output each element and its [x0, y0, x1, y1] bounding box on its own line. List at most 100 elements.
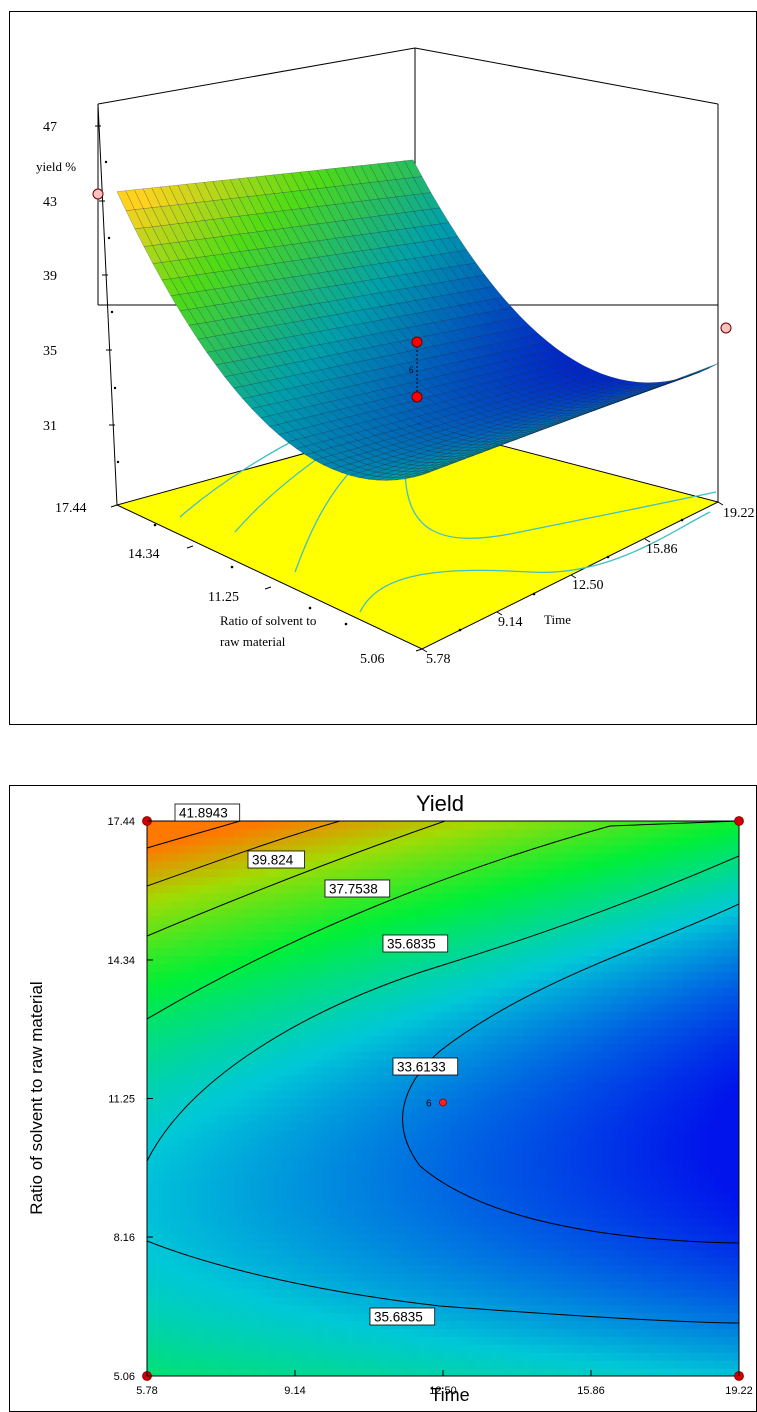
- heatmap-cell: [435, 1304, 444, 1314]
- heatmap-cell: [571, 979, 580, 989]
- heatmap-cell: [299, 1328, 308, 1337]
- heatmap-cell: [267, 1154, 276, 1163]
- heatmap-cell: [491, 852, 500, 862]
- ratio-tick-label: 17.44: [55, 501, 87, 516]
- heatmap-cell: [251, 908, 260, 917]
- heatmap-cell: [147, 1106, 156, 1115]
- heatmap-cell: [315, 1185, 324, 1195]
- heatmap-cell: [355, 1352, 364, 1361]
- heatmap-cell: [171, 1272, 180, 1282]
- heatmap-cell: [539, 892, 548, 901]
- heatmap-cell: [515, 892, 524, 901]
- heatmap-cell: [155, 828, 164, 838]
- heatmap-cell: [427, 1169, 436, 1179]
- heatmap-cell: [475, 955, 484, 965]
- heatmap-cell: [211, 1130, 220, 1139]
- heatmap-cell: [491, 1106, 500, 1115]
- heatmap-cell: [155, 1265, 164, 1274]
- heatmap-cell: [283, 979, 292, 989]
- heatmap-cell: [163, 1249, 172, 1258]
- heatmap-cell: [515, 916, 524, 925]
- heatmap-cell: [307, 821, 316, 830]
- heatmap-cell: [219, 947, 228, 957]
- floor-contour-line: [404, 466, 717, 539]
- heatmap-cell: [491, 1130, 500, 1139]
- heatmap-cell: [499, 908, 508, 917]
- heatmap-cell: [419, 1114, 428, 1123]
- heatmap-cell: [267, 1003, 276, 1012]
- heatmap-cell: [459, 1368, 468, 1376]
- heatmap-cell: [227, 1066, 236, 1076]
- heatmap-cell: [555, 1058, 564, 1068]
- z-tick-label: 47: [43, 120, 57, 135]
- heatmap-cell: [515, 836, 524, 846]
- heatmap-cell: [243, 932, 252, 941]
- heatmap-cell: [547, 1090, 556, 1100]
- heatmap-cell: [363, 1241, 372, 1250]
- heatmap-cell: [211, 1265, 220, 1274]
- heatmap-cell: [403, 821, 412, 830]
- heatmap-cell: [251, 963, 260, 973]
- heatmap-cell: [347, 1368, 356, 1376]
- heatmap-cell: [531, 1043, 540, 1052]
- heatmap-cell: [563, 1154, 572, 1163]
- heatmap-cell: [371, 836, 380, 846]
- heatmap-cell: [163, 900, 172, 909]
- heatmap-cell: [539, 1193, 548, 1203]
- heatmap-cell: [563, 924, 572, 933]
- heatmap-cell: [395, 1185, 404, 1195]
- heatmap-cell: [331, 1098, 340, 1108]
- heatmap-cell: [539, 932, 548, 941]
- heatmap-cell: [507, 908, 516, 917]
- heatmap-cell: [275, 1209, 284, 1219]
- heatmap-cell: [563, 868, 572, 878]
- heatmap-cell: [555, 908, 564, 917]
- heatmap-cell: [155, 1257, 164, 1266]
- heatmap-cell: [179, 1344, 188, 1353]
- heatmap-cell: [275, 1169, 284, 1179]
- heatmap-cell: [387, 1043, 396, 1052]
- heatmap-cell: [539, 1074, 548, 1084]
- heatmap-cell: [147, 900, 156, 909]
- heatmap-cell: [227, 1050, 236, 1060]
- heatmap-cell: [475, 821, 484, 830]
- heatmap-cell: [371, 1265, 380, 1274]
- heatmap-cell: [179, 1233, 188, 1242]
- heatmap-cell: [187, 1288, 196, 1298]
- heatmap-cell: [571, 884, 580, 893]
- heatmap-cell: [283, 932, 292, 941]
- heatmap-cell: [171, 963, 180, 973]
- heatmap-cell: [499, 971, 508, 981]
- heatmap-cell: [491, 1177, 500, 1187]
- heatmap-cell: [403, 1003, 412, 1012]
- heatmap-cell: [275, 939, 284, 949]
- heatmap-cell: [395, 1272, 404, 1282]
- heatmap-cell: [323, 860, 332, 870]
- heatmap-cell: [243, 947, 252, 957]
- heatmap-cell: [523, 1201, 532, 1211]
- heatmap-cell: [555, 828, 564, 838]
- heatmap-cell: [307, 1233, 316, 1242]
- heatmap-cell: [267, 1312, 276, 1322]
- heatmap-cell: [531, 1185, 540, 1195]
- heatmap-cell: [451, 1003, 460, 1012]
- heatmap-cell: [515, 1249, 524, 1258]
- heatmap-cell: [147, 1130, 156, 1139]
- heatmap-cell: [155, 1336, 164, 1345]
- heatmap-cell: [395, 1011, 404, 1020]
- heatmap-cell: [507, 932, 516, 941]
- heatmap-cell: [275, 892, 284, 901]
- heatmap-cell: [163, 868, 172, 878]
- heatmap-cell: [555, 1225, 564, 1234]
- design-point: [92, 188, 104, 200]
- heatmap-cell: [483, 955, 492, 965]
- heatmap-cell: [451, 1122, 460, 1131]
- heatmap-cell: [499, 868, 508, 878]
- heatmap-cell: [419, 1090, 428, 1100]
- heatmap-cell: [379, 1154, 388, 1163]
- heatmap-cell: [467, 1154, 476, 1163]
- heatmap-cell: [179, 1154, 188, 1163]
- heatmap-cell: [539, 971, 548, 981]
- heatmap-cell: [355, 1074, 364, 1084]
- heatmap-cell: [403, 1280, 412, 1290]
